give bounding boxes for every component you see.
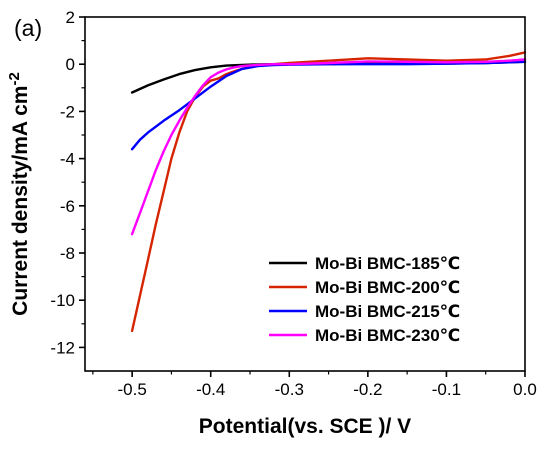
x-axis-ticks bbox=[92, 371, 526, 377]
y-tick-label: -10 bbox=[50, 291, 75, 310]
x-tick-label: -0.1 bbox=[432, 380, 461, 399]
y-axis-tick-labels: 2 0 -2 -4 -6 -8 -10 -12 bbox=[50, 8, 75, 357]
x-tick-label: -0.3 bbox=[275, 380, 304, 399]
y-axis-ticks bbox=[79, 16, 85, 349]
legend-label-4: Mo-Bi BMC-230℃ bbox=[315, 326, 460, 345]
x-tick-label: -0.5 bbox=[117, 380, 146, 399]
legend-label-3: Mo-Bi BMC-215℃ bbox=[315, 302, 460, 321]
plot-series bbox=[130, 51, 527, 333]
y-axis-label-superscript: -2 bbox=[6, 72, 23, 85]
y-tick-label: 2 bbox=[66, 8, 75, 27]
x-tick-label: -0.2 bbox=[353, 380, 382, 399]
x-tick-label: -0.4 bbox=[196, 380, 225, 399]
series-line-1 bbox=[130, 60, 527, 94]
legend: Mo-Bi BMC-185℃ Mo-Bi BMC-200℃ Mo-Bi BMC-21… bbox=[269, 254, 460, 345]
y-axis-label: Current density/mA cm-2 bbox=[6, 72, 32, 316]
x-axis-label: Potential(vs. SCE )/ V bbox=[199, 415, 411, 438]
y-tick-label: 0 bbox=[66, 55, 75, 74]
plot-frame bbox=[84, 16, 526, 372]
y-tick-label: -2 bbox=[60, 102, 75, 121]
y-tick-label: -4 bbox=[60, 150, 75, 169]
x-tick-label: 0.0 bbox=[513, 380, 537, 399]
x-axis-tick-labels: -0.5 -0.4 -0.3 -0.2 -0.1 0.0 bbox=[117, 380, 536, 399]
y-tick-label: -8 bbox=[60, 244, 75, 263]
legend-label-2: Mo-Bi BMC-200℃ bbox=[315, 278, 460, 297]
series-line-3 bbox=[130, 60, 527, 151]
series-line-2 bbox=[130, 51, 527, 333]
y-axis-label-main: Current density/mA cm bbox=[9, 86, 32, 316]
series-line-4 bbox=[130, 58, 527, 236]
y-tick-label: -12 bbox=[50, 338, 75, 357]
y-tick-label: -6 bbox=[60, 197, 75, 216]
legend-label-1: Mo-Bi BMC-185℃ bbox=[315, 254, 460, 273]
panel-label: (a) bbox=[14, 15, 42, 41]
